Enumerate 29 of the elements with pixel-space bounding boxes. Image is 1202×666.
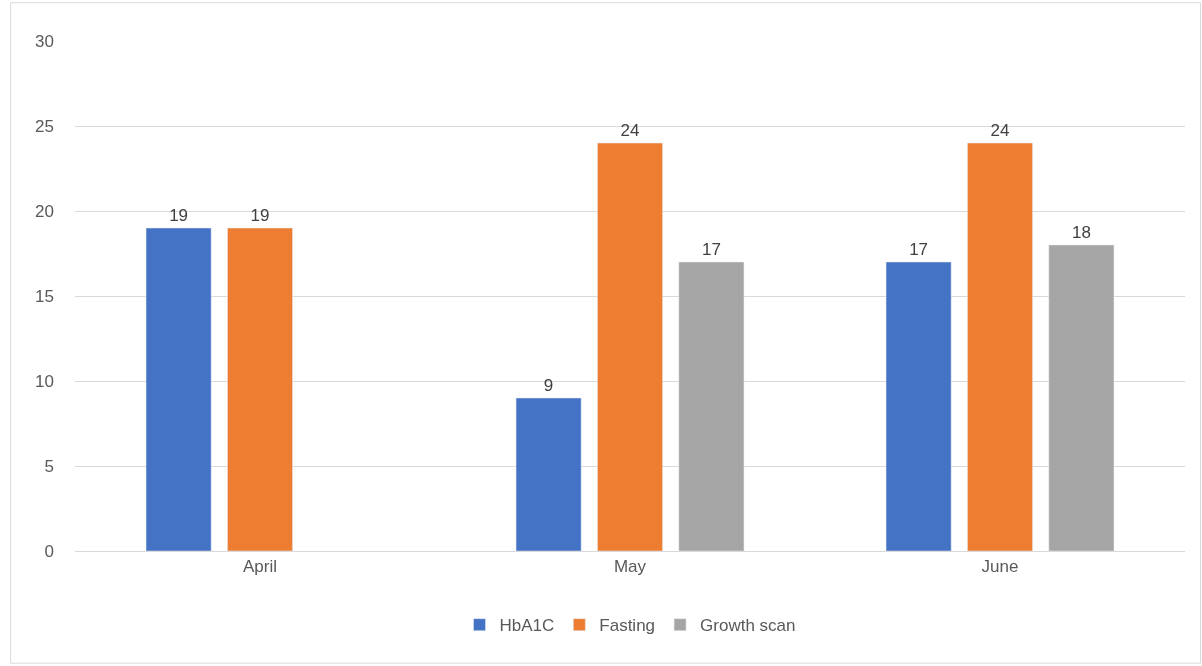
data-label: 18 <box>1071 223 1091 242</box>
data-label: 19 <box>250 206 270 225</box>
y-tick-label: 0 <box>44 541 54 561</box>
legend-label: HbA1C <box>499 616 555 636</box>
y-tick-label: 5 <box>44 456 54 476</box>
data-label: 24 <box>620 121 640 140</box>
bar <box>1048 244 1115 551</box>
y-tick-label: 25 <box>35 116 54 136</box>
bar <box>967 142 1033 551</box>
y-tick-label: 30 <box>35 31 54 51</box>
y-tick-label: 10 <box>35 371 54 391</box>
y-tick-label: 20 <box>35 201 54 221</box>
legend-label: Growth scan <box>700 616 796 636</box>
bar <box>678 261 745 551</box>
bar <box>885 261 952 551</box>
bar <box>515 397 582 551</box>
data-label: 19 <box>169 206 189 225</box>
bar <box>597 142 663 551</box>
data-label: 17 <box>701 240 721 259</box>
data-label: 17 <box>909 240 929 259</box>
x-tick-label: May <box>613 557 647 577</box>
y-tick-label: 15 <box>35 286 54 306</box>
x-tick-label: April <box>242 557 278 577</box>
data-label: 9 <box>543 376 554 395</box>
x-tick-label: June <box>981 557 1019 577</box>
data-label: 24 <box>990 121 1010 140</box>
bar <box>145 227 212 551</box>
bar <box>227 227 293 551</box>
legend-label: Fasting <box>599 616 656 636</box>
